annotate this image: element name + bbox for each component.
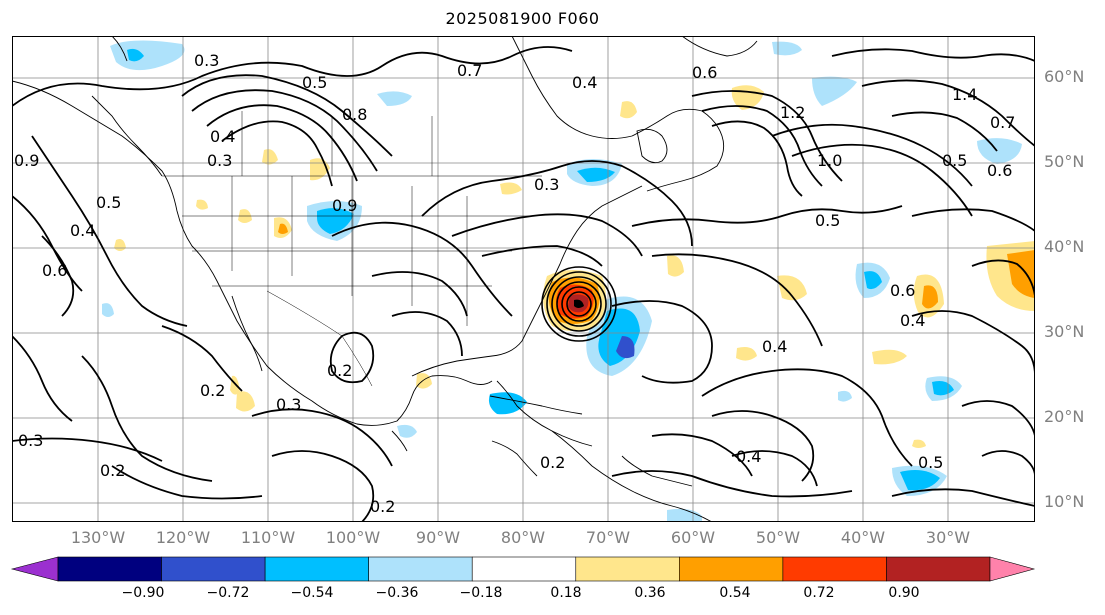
contour-label: 0.2	[100, 461, 125, 480]
lon-label: 60°W	[670, 528, 716, 547]
contour-label: 0.5	[942, 151, 967, 170]
contour-lines	[12, 46, 1035, 522]
colorbar-tick-label: 0.90	[888, 585, 920, 601]
lat-label: 20°N	[1044, 407, 1085, 426]
colorbar-cell	[368, 556, 473, 582]
lon-label: 40°W	[840, 528, 886, 547]
contour-label: 0.5	[815, 211, 840, 230]
colorbar-tick-label: 0.18	[550, 585, 582, 601]
colorbar-cell	[886, 556, 991, 582]
contour-label: 0.2	[370, 497, 395, 516]
contour-label: 0.3	[194, 51, 219, 70]
colorbar-extend-min	[10, 556, 59, 582]
lat-label: 50°N	[1044, 152, 1085, 171]
contour-label: 0.4	[736, 447, 761, 466]
contour-label: 0.2	[540, 453, 565, 472]
lon-label: 90°W	[415, 528, 461, 547]
contour-label: 1.4	[952, 85, 977, 104]
colorbar-tick-label: 0.54	[719, 585, 751, 601]
contour-label: 0.3	[534, 175, 559, 194]
colorbar-tick-label: 0.72	[803, 585, 835, 601]
contour-label: 0.5	[96, 193, 121, 212]
political-borders	[162, 111, 542, 387]
colorbar	[10, 556, 1036, 582]
lat-label: 30°N	[1044, 322, 1085, 341]
contour-label: 0.6	[692, 63, 717, 82]
lon-label: 130°W	[70, 528, 126, 547]
contour-label: 1.0	[817, 151, 842, 170]
coastlines	[12, 36, 758, 522]
contour-label: 0.9	[332, 196, 357, 215]
colorbar-tick-label: −0.90	[121, 585, 165, 601]
lon-label: 110°W	[240, 528, 296, 547]
contour-label: 0.3	[207, 151, 232, 170]
contour-label: 0.6	[890, 281, 915, 300]
contour-label: 0.4	[572, 73, 597, 92]
contour-label: 0.7	[457, 61, 482, 80]
colorbar-cell	[264, 556, 369, 582]
colorbar-extend-max	[989, 556, 1036, 582]
colorbar-cell	[679, 556, 784, 582]
colorbar-cell	[575, 556, 680, 582]
lat-label: 40°N	[1044, 237, 1085, 256]
contour-label: 0.4	[762, 337, 787, 356]
colorbar-tick-label: −0.72	[206, 585, 250, 601]
contour-label: 0.6	[987, 161, 1012, 180]
colorbar-cell	[161, 556, 266, 582]
contour-label: 0.4	[210, 127, 235, 146]
colorbar-tick-label: −0.36	[375, 585, 419, 601]
contour-label-group: 0.3 0.5 0.7 0.4 0.6 0.8 1.2 1.4 1.0 0.5 …	[14, 51, 1015, 516]
lon-label: 50°W	[755, 528, 801, 547]
colorbar-tick-label: 0.36	[634, 585, 666, 601]
contour-label: 0.3	[18, 431, 43, 450]
colorbar-cell	[782, 556, 887, 582]
lat-label: 60°N	[1044, 67, 1085, 86]
colorbar-cell	[57, 556, 162, 582]
contour-label: 0.5	[302, 73, 327, 92]
contour-label: 0.7	[990, 113, 1015, 132]
plot-title: 2025081900 F060	[445, 9, 600, 28]
contour-label: 0.3	[276, 395, 301, 414]
contour-label: 0.2	[327, 361, 352, 380]
contour-label: 0.9	[14, 151, 39, 170]
lon-label: 120°W	[155, 528, 211, 547]
lat-label: 10°N	[1044, 492, 1085, 511]
contour-label: 0.2	[200, 381, 225, 400]
lon-label: 100°W	[325, 528, 381, 547]
lon-label: 80°W	[500, 528, 546, 547]
colorbar-cell	[471, 556, 577, 582]
contour-label: 0.5	[918, 453, 943, 472]
hurricane-rings	[541, 266, 617, 342]
contour-label: 0.6	[42, 261, 67, 280]
contour-label: 0.4	[70, 221, 95, 240]
contour-label: 0.8	[342, 105, 367, 124]
contour-label: 1.2	[780, 103, 805, 122]
contour-label: 0.4	[900, 311, 925, 330]
graticule	[12, 36, 1035, 522]
lon-label: 70°W	[585, 528, 631, 547]
colorbar-tick-label: −0.54	[290, 585, 334, 601]
map-panel: 0.3 0.5 0.7 0.4 0.6 0.8 1.2 1.4 1.0 0.5 …	[12, 36, 1035, 522]
lon-label: 30°W	[925, 528, 971, 547]
colorbar-tick-label: −0.18	[459, 585, 503, 601]
